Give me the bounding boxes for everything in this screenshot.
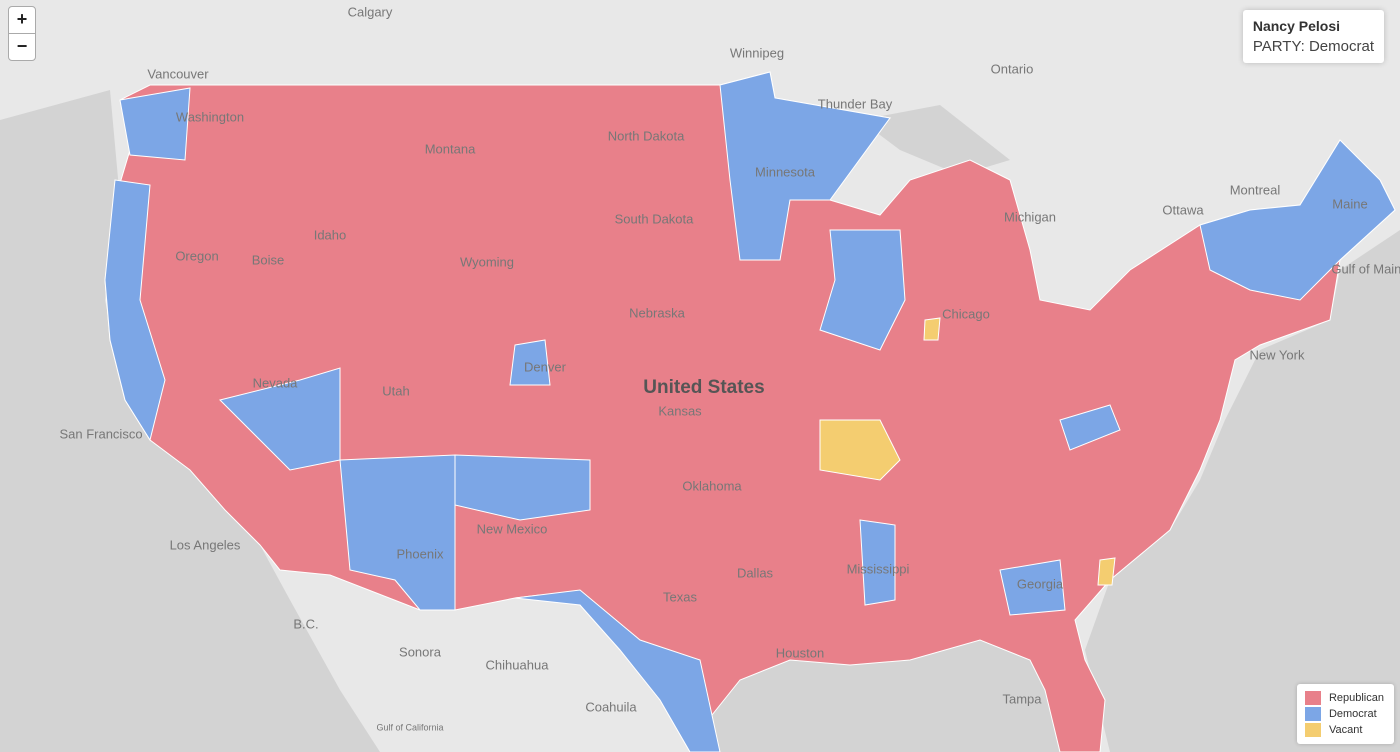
democrat-district[interactable] [719,71,891,261]
legend-label: Democrat [1328,708,1377,720]
place-label: New York [1250,347,1305,362]
legend-item: Democrat [1304,706,1384,722]
place-label: Calgary [348,4,393,19]
place-label: Ottawa [1162,202,1204,217]
place-label: Washington [176,109,244,124]
representative-party: PARTY: Democrat [1252,38,1374,55]
vacant-district[interactable] [1097,557,1116,586]
vacant-district[interactable] [819,419,901,481]
place-label: South Dakota [615,211,695,226]
place-label: Coahuila [585,699,637,714]
place-label: Montreal [1230,182,1281,197]
zoom-out-button[interactable]: − [8,33,36,61]
place-label: Chihuahua [486,657,550,672]
democrat-district[interactable] [999,559,1066,616]
democrat-district[interactable] [119,87,191,161]
place-label: Utah [382,383,409,398]
legend-label: Republican [1328,692,1384,704]
place-label: Denver [524,359,567,374]
place-label: Nevada [253,375,299,390]
place-label: Gulf of California [376,722,443,732]
representative-name: Nancy Pelosi [1252,18,1340,34]
legend-swatch [1304,723,1321,737]
place-label: B.C. [293,616,318,631]
legend-item: Vacant [1304,722,1384,738]
place-label: Wyoming [460,254,514,269]
place-label: Georgia [1017,576,1064,591]
legend-item: Republican [1304,690,1384,706]
place-label: Minnesota [755,164,816,179]
place-label: Oklahoma [682,478,742,493]
place-label: Chicago [942,306,990,321]
vacant-district[interactable] [923,317,941,341]
atlantic-ocean [1085,230,1400,752]
place-label: Los Angeles [170,537,241,552]
place-label: Texas [663,589,697,604]
place-label: Sonora [399,644,442,659]
place-label: Maine [1332,196,1367,211]
place-label: Winnipeg [730,45,784,60]
gulf-of-mexico [580,605,1060,752]
place-label: San Francisco [59,426,142,441]
legend-swatch [1304,691,1321,705]
pacific-ocean [0,90,380,752]
democrat-district[interactable] [1199,139,1396,301]
democrat-district[interactable] [219,367,341,471]
place-label: Vancouver [147,66,209,81]
place-label: Boise [252,252,285,267]
place-label: North Dakota [608,128,685,143]
place-label: New Mexico [477,521,548,536]
place-label: Michigan [1004,209,1056,224]
place-label: Phoenix [397,546,444,561]
zoom-in-button[interactable]: + [8,6,36,34]
democrat-district[interactable] [819,229,906,351]
democrat-district[interactable] [509,339,551,386]
place-label: Idaho [314,227,347,242]
democrat-district[interactable] [104,179,166,442]
place-label: Ontario [991,61,1034,76]
place-label: Kansas [658,403,702,418]
place-label: Mississippi [847,561,910,576]
democrat-district[interactable] [514,589,721,752]
country-label: United States [643,377,764,398]
info-box: Nancy Pelosi PARTY: Democrat [1242,10,1384,63]
place-label: Dallas [737,565,774,580]
legend-swatch [1304,707,1321,721]
place-label: Thunder Bay [818,96,893,111]
place-label: Houston [776,645,824,660]
place-label: Montana [425,141,476,156]
place-label: Nebraska [629,305,685,320]
democrat-district[interactable] [1059,404,1121,451]
place-label: Gulf of Maine [1331,261,1400,276]
lake-superior [860,105,1010,175]
place-label: Tampa [1002,691,1042,706]
democrat-district[interactable] [454,454,591,521]
democrat-district[interactable] [859,519,896,606]
legend: Republican Democrat Vacant [1296,684,1394,744]
place-label: Oregon [175,248,218,263]
legend-label: Vacant [1328,724,1363,736]
